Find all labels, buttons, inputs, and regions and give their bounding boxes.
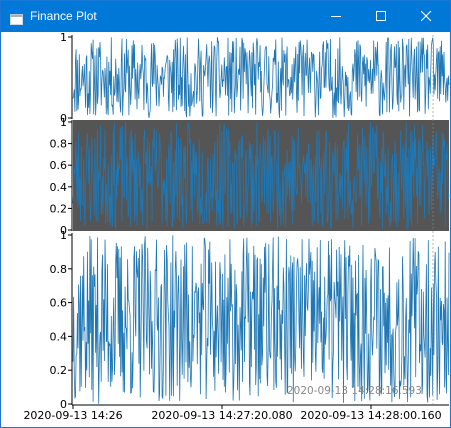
top-series-line — [72, 36, 450, 119]
bottom-x-axis: 2020-09-13 14:26 2020-09-13 14:27:20.080 2… — [23, 404, 449, 422]
y-tick-label: 0.2 — [50, 202, 68, 215]
y-tick-label: 1 — [60, 32, 67, 44]
window-title: Finance Plot — [30, 9, 97, 23]
top-y-axis: 10 — [60, 32, 73, 125]
y-tick-label: 0 — [60, 224, 67, 237]
y-tick-label: 0.8 — [50, 138, 68, 151]
middle-series-line — [72, 122, 450, 230]
x-tick-label: 2020-09-13 14:26 — [23, 409, 122, 422]
y-tick-label: 0.6 — [50, 297, 68, 310]
app-window-icon — [10, 10, 23, 25]
crosshair-time-label: 2020-09-13 14:28:16.593 — [287, 385, 422, 397]
maximize-icon — [376, 11, 386, 21]
y-tick-label: 0.4 — [50, 181, 68, 194]
close-button[interactable] — [404, 1, 449, 32]
x-tick-label: 2020-09-13 14:27:20.080 — [151, 409, 292, 422]
y-tick-label: 1 — [60, 116, 67, 129]
y-tick-label: 0 — [60, 112, 67, 125]
title-bar[interactable]: Finance Plot — [1, 1, 450, 32]
bottom-y-axis: 1 0.8 0.6 0.4 0.2 0 — [50, 229, 73, 411]
y-tick-label: 0.6 — [50, 159, 68, 172]
close-icon — [421, 11, 432, 22]
y-tick-label: 0.4 — [50, 330, 68, 343]
top-panel[interactable]: 10 — [60, 32, 450, 125]
middle-y-axis: 1 0.8 0.6 0.4 0.2 0 — [50, 116, 73, 237]
plot-area[interactable]: 10 10.80.60.40.20 10.80.60.40.20 2020-09… — [1, 32, 450, 427]
bottom-panel[interactable]: 10.80.60.40.20 2020-09-13 14:26 2020-09-1… — [23, 229, 450, 422]
y-tick-label: 0 — [60, 398, 67, 411]
middle-panel[interactable]: 1 0.8 0.6 0.4 0.2 0 — [50, 116, 450, 237]
minimize-icon — [331, 16, 341, 17]
y-tick-label: 0.2 — [50, 364, 68, 377]
x-tick-label: 2020-09-13 14:28:00.160 — [300, 409, 441, 422]
minimize-button[interactable] — [314, 1, 359, 32]
maximize-button[interactable] — [359, 1, 404, 32]
y-tick-label: 0.8 — [50, 263, 68, 276]
y-tick-label: 1 — [60, 229, 67, 242]
bottom-series-line — [72, 235, 450, 404]
